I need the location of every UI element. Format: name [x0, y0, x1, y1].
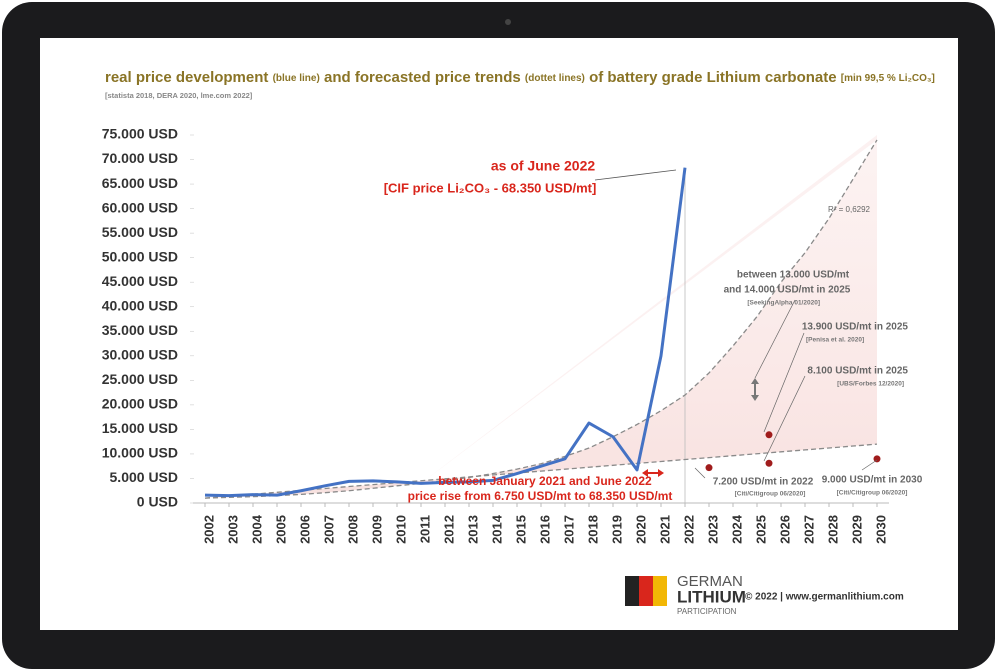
y-tick-label: 50.000 USD: [102, 248, 178, 264]
forecast-point: [766, 460, 773, 467]
x-tick-label: 2002: [201, 515, 216, 544]
annotation: as of June 2022: [491, 158, 595, 174]
x-tick-label: 2014: [489, 514, 504, 544]
x-tick-label: 2030: [873, 515, 888, 544]
y-tick-label: 40.000 USD: [102, 297, 178, 313]
y-tick-label: 75.000 USD: [102, 126, 178, 142]
title-part: of battery grade Lithium carbonate: [589, 69, 837, 86]
x-tick-label: 2006: [297, 515, 312, 544]
annotation-source: [Penisa et al. 2020]: [806, 337, 864, 344]
x-tick-label: 2008: [345, 515, 360, 544]
annotation-source: [Citi/Citigroup 06/2020]: [837, 490, 908, 497]
y-tick-label: 25.000 USD: [102, 371, 178, 387]
annotation: [CIF price Li₂CO₃ - 68.350 USD/mt]: [384, 180, 597, 195]
title-part: (dottet lines): [525, 73, 585, 84]
y-tick-label: 45.000 USD: [102, 273, 178, 289]
title-part: (blue line): [273, 73, 320, 84]
annotation: 7.200 USD/mt in 2022: [713, 477, 814, 488]
title-part: real price development: [105, 69, 268, 86]
chart: 0 USD 5.000 USD 10.000 USD 15.000 USD 20.000…: [0, 0, 997, 671]
x-tick-label: 2005: [273, 515, 288, 544]
page: 0 USD 5.000 USD 10.000 USD 15.000 USD 20.000…: [0, 0, 997, 671]
x-tick-label: 2010: [393, 515, 408, 544]
annotation: 8.100 USD/mt in 2025: [807, 366, 908, 377]
annotation: 13.900 USD/mt in 2025: [802, 322, 909, 333]
y-tick-label: 5.000 USD: [110, 469, 178, 485]
y-tick-label: 70.000 USD: [102, 150, 178, 166]
x-tick-label: 2025: [753, 515, 768, 544]
x-tick-label: 2017: [561, 515, 576, 544]
y-tick-label: 20.000 USD: [102, 396, 178, 412]
annotation: price rise from 6.750 USD/mt to 68.350 U…: [408, 489, 673, 503]
r-squared: R² = 0,6292: [828, 205, 871, 214]
logo-flag: [653, 576, 667, 606]
x-tick-label: 2021: [657, 515, 672, 544]
x-tick-label: 2029: [849, 515, 864, 544]
x-tick-label: 2027: [801, 515, 816, 544]
x-tick-label: 2024: [729, 514, 744, 544]
x-tick-label: 2012: [441, 515, 456, 544]
x-tick-label: 2016: [537, 515, 552, 544]
annotation: between January 2021 and June 2022: [438, 474, 652, 488]
y-tick-label: 30.000 USD: [102, 347, 178, 363]
x-tick-label: 2019: [609, 515, 624, 544]
x-tick-label: 2003: [225, 515, 240, 544]
annotation: between 13.000 USD/mt: [737, 270, 850, 281]
y-tick-label: 35.000 USD: [102, 322, 178, 338]
annotation-source: [SeekingAlpha 01/2020]: [747, 300, 820, 307]
x-tick-label: 2007: [321, 515, 336, 544]
x-tick-label: 2023: [705, 515, 720, 544]
footer: © 2022 | www.germanlithium.com: [745, 592, 904, 603]
x-tick-label: 2009: [369, 515, 384, 544]
annotation: 9.000 USD/mt in 2030: [822, 475, 923, 486]
x-tick-label: 2022: [681, 515, 696, 544]
x-tick-label: 2015: [513, 515, 528, 544]
logo-text: LITHIUM: [677, 587, 746, 606]
y-tick-label: 15.000 USD: [102, 420, 178, 436]
y-tick-label: 60.000 USD: [102, 199, 178, 215]
forecast-point: [766, 431, 773, 438]
annotation-source: [Citi/Citigroup 06/2020]: [735, 491, 806, 498]
subtitle: [statista 2018, DERA 2020, lme.com 2022]: [105, 91, 253, 100]
annotation-source: [UBS/Forbes 12/2020]: [837, 381, 904, 388]
camera: [505, 19, 511, 25]
x-tick-label: 2028: [825, 515, 840, 544]
y-tick-label: 10.000 USD: [102, 445, 178, 461]
forecast-point: [706, 464, 713, 471]
x-tick-label: 2013: [465, 515, 480, 544]
logo-text: PARTICIPATION: [677, 607, 737, 616]
logo-flag: [639, 576, 653, 606]
title-part: [min 99,5 % Li₂CO₃]: [841, 73, 935, 84]
x-tick-label: 2026: [777, 515, 792, 544]
y-tick-label: 55.000 USD: [102, 224, 178, 240]
logo-flag: [625, 576, 639, 606]
x-tick-label: 2020: [633, 515, 648, 544]
x-tick-label: 2011: [417, 515, 432, 543]
y-tick-label: 65.000 USD: [102, 175, 178, 191]
x-tick-label: 2018: [585, 515, 600, 544]
title-part: and forecasted price trends: [324, 69, 521, 86]
chart-title: real price development (blue line) and f…: [105, 69, 935, 86]
y-tick-label: 0 USD: [137, 494, 178, 510]
x-tick-label: 2004: [249, 514, 264, 544]
annotation: and 14.000 USD/mt in 2025: [724, 285, 851, 296]
